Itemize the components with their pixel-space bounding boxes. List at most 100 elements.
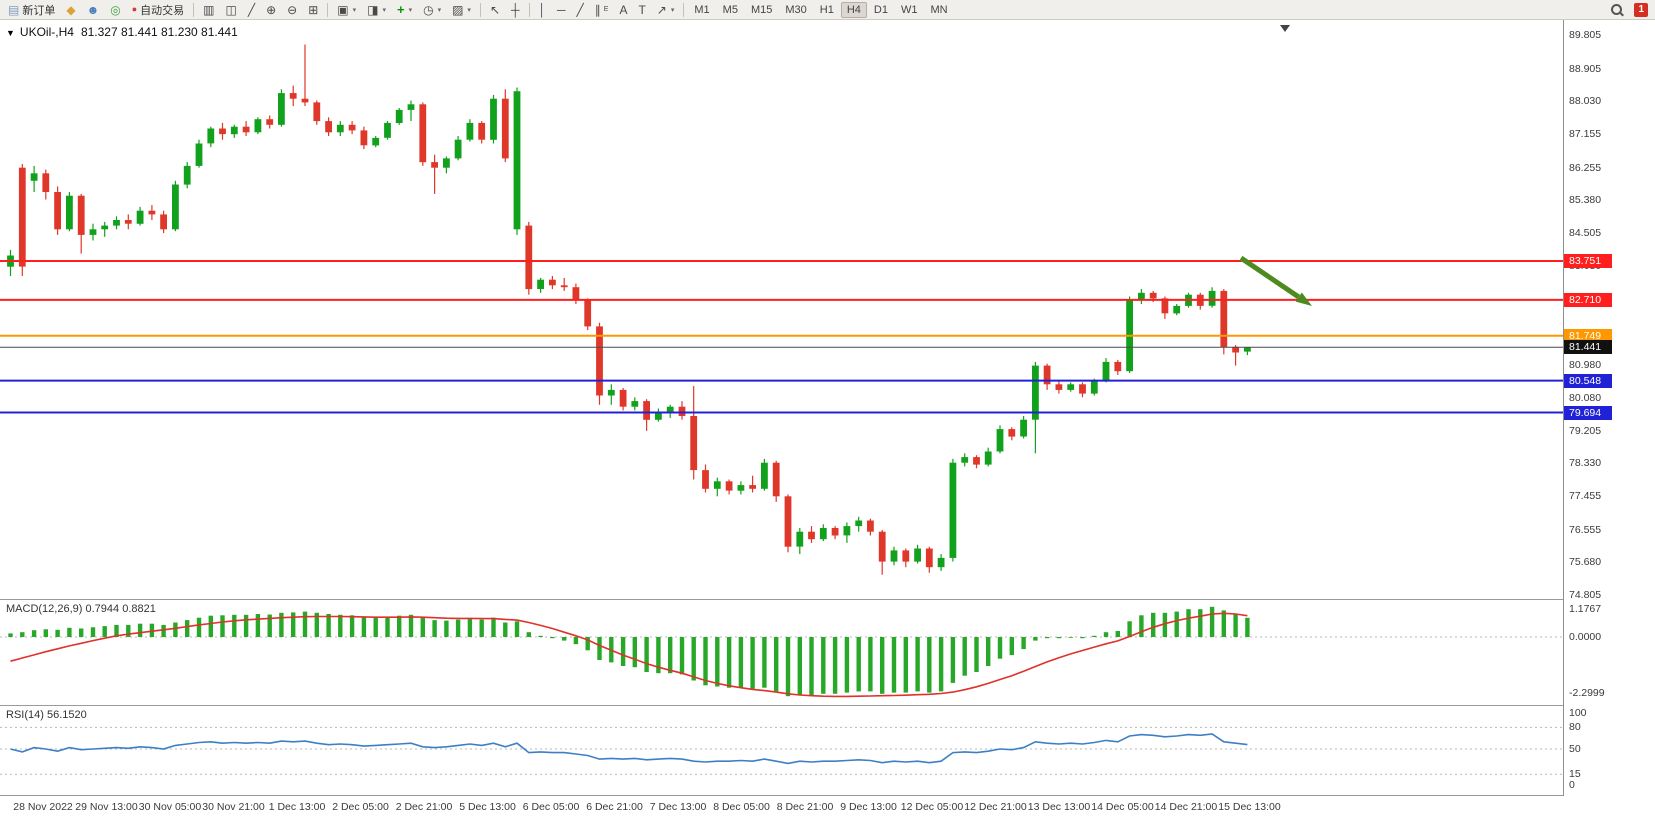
candle — [501, 89, 509, 163]
zoom-in-button[interactable]: ⊕ — [261, 0, 281, 20]
time-axis-separator — [0, 795, 1655, 796]
tile-windows-button[interactable]: ⊞ — [303, 0, 323, 20]
macd-histogram-bar — [432, 620, 437, 637]
arrows-tool-button[interactable]: ↗ ▾ — [652, 0, 680, 20]
equidistant-channel-tool-button[interactable]: ∥ E — [590, 0, 614, 20]
timeframe-m1[interactable]: M1 — [694, 3, 710, 16]
macd-histogram-bar — [868, 637, 873, 692]
templates-button[interactable]: ▨ ▾ — [447, 0, 476, 20]
timeframe-m5[interactable]: M5 — [722, 3, 738, 16]
panel-splitter[interactable] — [0, 705, 1655, 706]
cursor-tool-button[interactable]: ↖ — [485, 0, 505, 20]
macd-histogram-bar — [1033, 637, 1038, 641]
bar-chart-button[interactable]: ▥ — [198, 0, 219, 20]
timeframe-m30[interactable]: M30 — [785, 3, 807, 16]
candle — [772, 460, 780, 502]
macd-histogram-bar — [514, 621, 520, 637]
price-line-badge: 80.548 — [1564, 373, 1612, 388]
sound-button[interactable]: ◎ — [105, 0, 125, 20]
price-axis-label: 75.680 — [1569, 556, 1602, 569]
macd-histogram-bar — [668, 637, 673, 674]
candle — [454, 136, 462, 161]
crosshair-tool-button[interactable]: ┼ — [506, 0, 525, 20]
indicators-button[interactable]: + ▾ — [392, 0, 417, 20]
line-chart-button[interactable]: ╱ — [243, 0, 260, 20]
candle — [278, 89, 285, 127]
price-axis-label: 89.805 — [1569, 29, 1602, 41]
time-axis-label: 30 Nov 21:00 — [202, 801, 265, 813]
macd-histogram-bar — [644, 637, 649, 672]
chart-shift-marker[interactable] — [1280, 25, 1290, 32]
timeframe-d1[interactable]: D1 — [873, 3, 888, 16]
macd-histogram-bar — [1209, 606, 1215, 637]
new-order-button[interactable]: ▤ 新订单 — [3, 0, 60, 20]
timeframe-m15[interactable]: M15 — [750, 3, 773, 16]
candle — [266, 115, 274, 129]
timeframe-h4[interactable]: H4 — [840, 1, 867, 18]
search-button[interactable] — [1606, 0, 1627, 20]
macd-histogram-bar — [491, 617, 496, 637]
macd-histogram-bar — [774, 637, 779, 692]
chart-shift-button[interactable]: ◨ ▾ — [362, 0, 391, 20]
candle — [890, 546, 898, 566]
price-axis[interactable]: 89.805 88.905 88.030 87.155 86.255 85.380 84.5… — [1563, 20, 1655, 796]
timeframe-mn[interactable]: MN — [930, 3, 948, 16]
macd-histogram-bar — [408, 614, 414, 637]
candle — [89, 223, 97, 241]
auto-arrange-button[interactable]: ▣ ▾ — [332, 0, 361, 20]
price-chart-canvas[interactable] — [0, 20, 1563, 600]
time-axis[interactable]: 28 Nov 2022 29 Nov 13:00 30 Nov 05:00 30 No… — [0, 796, 1563, 822]
panel-splitter[interactable] — [0, 599, 1655, 600]
candlestick-chart-button[interactable]: ◫ — [220, 0, 241, 20]
rsi-panel-canvas[interactable] — [0, 706, 1563, 796]
macd-panel-canvas[interactable] — [0, 600, 1563, 706]
macd-histogram-bar — [1174, 611, 1179, 637]
candle — [513, 87, 521, 235]
macd-histogram-bar — [161, 624, 166, 637]
trendline-tool-button[interactable]: ╱ — [572, 0, 589, 20]
price-axis-label: 78.330 — [1569, 457, 1602, 470]
vertical-line-tool-button[interactable]: │ — [534, 0, 552, 20]
candle — [289, 85, 297, 107]
candle — [702, 464, 709, 493]
text-label-tool-button[interactable]: T — [633, 0, 650, 20]
chart-title-arrow[interactable]: ▼ — [6, 28, 15, 38]
clock-icon: ◷ — [423, 2, 434, 17]
macd-histogram-bar — [562, 637, 567, 641]
candle — [1114, 360, 1122, 375]
time-axis-label: 5 Dec 13:00 — [459, 801, 516, 813]
community-button[interactable]: ☻ — [82, 0, 105, 20]
annotation-arrow[interactable] — [1239, 255, 1312, 306]
time-axis-label: 6 Dec 05:00 — [522, 801, 580, 813]
price-line-badge: 81.441 — [1564, 340, 1612, 355]
notification-badge[interactable]: 1 — [1634, 2, 1648, 17]
rsi-axis-label: 15 — [1569, 768, 1581, 781]
trendline-icon: ╱ — [576, 2, 584, 17]
periods-button[interactable]: ◷ ▾ — [418, 0, 446, 20]
macd-name: MACD(12,26,9) — [6, 603, 83, 615]
metaeditor-button[interactable]: ◆ — [61, 0, 80, 20]
timeframe-w1[interactable]: W1 — [900, 3, 918, 16]
sound-icon: ◎ — [110, 2, 121, 17]
macd-axis-label: -2.2999 — [1569, 686, 1605, 699]
candle — [230, 124, 238, 138]
horizontal-line-tool-button[interactable]: ─ — [552, 0, 571, 20]
macd-histogram-bar — [821, 637, 826, 694]
time-axis-label: 7 Dec 13:00 — [649, 801, 707, 813]
macd-histogram-bar — [503, 622, 508, 637]
timeframe-h1[interactable]: H1 — [819, 3, 834, 16]
autotrading-button[interactable]: ● 自动交易 — [127, 0, 189, 20]
chart-symbol-period: UKOil-,H4 — [19, 25, 74, 39]
rsi-axis-label: 50 — [1569, 743, 1581, 755]
candle — [560, 277, 568, 291]
text-tool-button[interactable]: A — [614, 0, 632, 20]
price-axis-label: 86.255 — [1569, 161, 1602, 174]
price-line-badge: 79.694 — [1564, 405, 1612, 420]
rsi-axis-label: 80 — [1569, 721, 1581, 734]
candle — [242, 121, 250, 136]
candle — [949, 458, 957, 562]
zoom-out-button[interactable]: ⊖ — [282, 0, 302, 20]
crosshair-icon: ┼ — [511, 2, 520, 17]
candle — [525, 221, 533, 295]
macd-histogram-bar — [385, 616, 390, 637]
